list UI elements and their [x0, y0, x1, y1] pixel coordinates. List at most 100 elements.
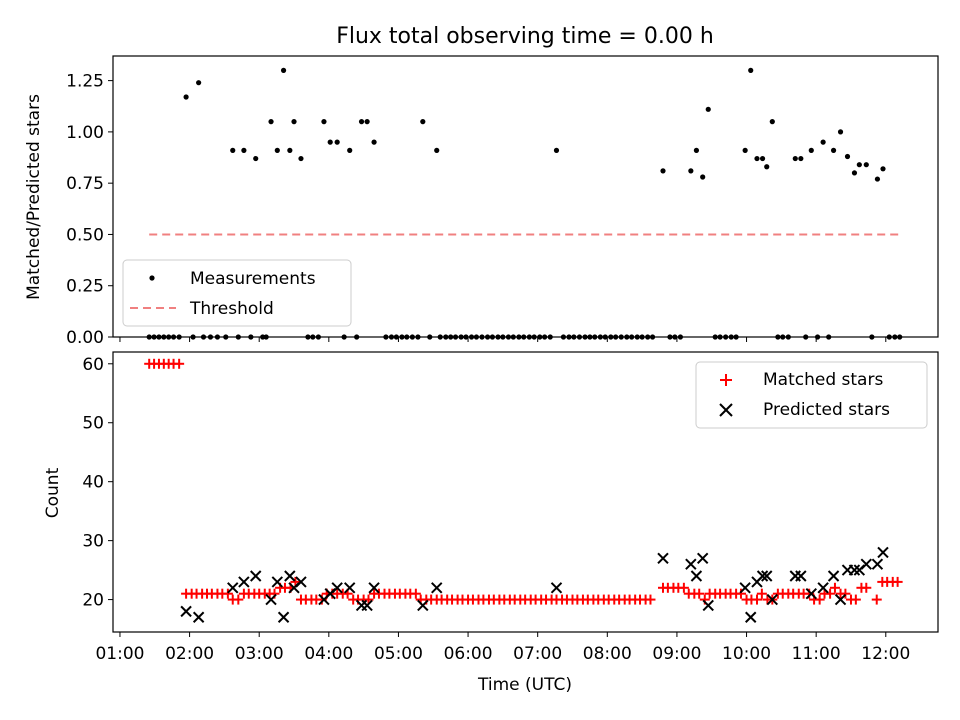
x-tick-label: 08:00 [583, 644, 632, 664]
predicted-stars-point [877, 546, 889, 559]
matched-stars-point [222, 588, 233, 599]
measurements-point [274, 147, 280, 153]
predicted-stars-point [805, 587, 817, 600]
measurements-point [820, 139, 826, 145]
measurements-point [874, 176, 881, 182]
count-panel: 20 30 40 50 60 01:00 02:00 03:00 04:00 05:00 06:0… [43, 351, 939, 695]
measurements-point [693, 147, 700, 153]
matched-stars-point [735, 588, 746, 599]
measurements-point [196, 80, 202, 86]
predicted-stars-point [361, 599, 373, 612]
x-tick-label: 09:00 [652, 644, 701, 664]
count-legend-box [695, 361, 928, 429]
matched-stars-point [233, 594, 244, 605]
matched-stars-point [174, 358, 185, 369]
predicted-stars-point [690, 570, 703, 582]
predicted-stars-point [696, 552, 709, 565]
legend-measurements-label: Measurements [190, 269, 316, 289]
measurements-point [748, 67, 754, 73]
measurements-point [434, 147, 440, 153]
matched-stars-point [678, 582, 689, 593]
predicted-stars-point [227, 582, 239, 594]
ratio-legend: Measurements Threshold [122, 259, 352, 327]
measurements-point [298, 155, 304, 162]
predicted-stars-point [331, 582, 343, 594]
measurements-point [851, 170, 858, 176]
predicted-stars-point [417, 599, 429, 612]
legend-matched-marker [720, 374, 732, 386]
ratio-legend-box [122, 259, 352, 327]
x-tick-label: 05:00 [374, 644, 423, 664]
ratio-x-ticks [119, 337, 887, 342]
count-legend: Matched stars Predicted stars [695, 361, 928, 429]
legend-threshold-label: Threshold [189, 299, 274, 319]
measurements-point [364, 119, 370, 125]
matched-stars-point [756, 588, 767, 599]
measurements-point [863, 162, 869, 168]
measurements-point [764, 164, 770, 170]
predicted-stars-point [192, 611, 205, 623]
measurements-point [808, 147, 814, 153]
x-tick-label: 01:00 [95, 644, 144, 664]
measurements-point [253, 155, 259, 162]
legend-matched-label: Matched stars [763, 370, 883, 390]
measurements-point [830, 147, 837, 153]
ratio-y-tick-label: 1.00 [66, 123, 104, 143]
predicted-stars-point [284, 570, 296, 582]
predicted-stars-point [739, 582, 751, 594]
count-marks [144, 358, 903, 623]
predicted-stars-point [180, 605, 192, 618]
predicted-stars-point [265, 593, 277, 606]
matched-stars-point [814, 594, 825, 605]
count-y-tick-label: 20 [82, 591, 104, 611]
measurements-point [371, 139, 377, 145]
predicted-stars-point [795, 570, 807, 582]
measurements-point [420, 119, 426, 125]
predicted-stars-point [277, 611, 290, 623]
x-tick-label: 04:00 [304, 644, 353, 664]
ratio-y-tick-label: 0.00 [66, 328, 104, 348]
ratio-axes-frame [112, 55, 939, 338]
measurements-point [241, 147, 247, 153]
matched-stars-point [871, 594, 882, 605]
measurements-point [742, 147, 748, 153]
chart-title: Flux total observing time = 0.00 h [336, 24, 714, 49]
predicted-stars-point [550, 582, 563, 594]
predicted-stars-point [702, 599, 714, 612]
measurements-point [688, 168, 694, 174]
measurements-point [837, 129, 844, 135]
ratio-y-axis-label: Matched/Predicted stars [24, 94, 44, 300]
predicted-stars-point [368, 582, 380, 594]
measurements-point [754, 155, 760, 162]
predicted-stars-point [745, 611, 757, 623]
predicted-stars-point [657, 552, 669, 565]
x-axis-label: Time (UTC) [477, 675, 572, 695]
measurements-point [792, 155, 798, 162]
predicted-stars-point [848, 564, 861, 576]
matched-stars-point [751, 594, 762, 605]
measurements-point [268, 119, 274, 125]
matched-stars-point [825, 588, 836, 599]
matched-stars-point [829, 582, 840, 593]
predicted-stars-point [344, 582, 356, 594]
predicted-stars-point [271, 576, 284, 588]
predicted-stars-point [761, 570, 773, 582]
legend-predicted-label: Predicted stars [763, 400, 890, 420]
matched-stars-point [840, 588, 851, 599]
predicted-stars-point [250, 570, 262, 582]
count-x-ticks: 01:00 02:00 03:00 04:00 05:00 06:00 07:00 08:00… [95, 632, 910, 664]
x-tick-label: 07:00 [513, 644, 562, 664]
matched-stars-point [892, 576, 903, 587]
count-y-tick-label: 50 [82, 414, 104, 434]
predicted-stars-point [238, 576, 250, 588]
count-axes-frame [112, 351, 939, 633]
measurements-point [553, 147, 560, 153]
x-tick-label: 03:00 [235, 644, 284, 664]
ratio-y-tick-label: 0.50 [66, 225, 104, 245]
predicted-stars-point [827, 570, 840, 582]
predicted-stars-point [860, 558, 872, 570]
measurements-point [705, 106, 711, 112]
measurements-point [287, 147, 293, 153]
